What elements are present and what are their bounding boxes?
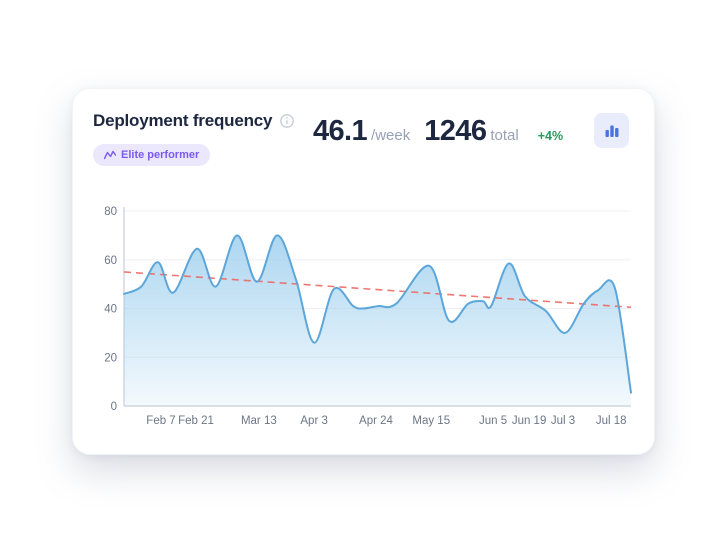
svg-text:Jun 19: Jun 19 (512, 415, 547, 427)
svg-text:0: 0 (111, 401, 117, 413)
badge-label: Elite performer (121, 149, 200, 161)
card-title: Deployment frequency (93, 111, 273, 130)
svg-text:Feb 7: Feb 7 (146, 415, 175, 427)
total-value: 1246 (424, 115, 487, 147)
info-icon[interactable] (280, 114, 295, 128)
deployment-frequency-card: Deployment frequency Elite performer 46.… (72, 88, 655, 455)
total-unit: total (490, 127, 519, 144)
elite-performer-badge: Elite performer (93, 144, 211, 166)
svg-text:Jul 3: Jul 3 (551, 415, 575, 427)
svg-text:Jun 5: Jun 5 (479, 415, 507, 427)
svg-text:80: 80 (104, 206, 117, 218)
svg-text:Jul 18: Jul 18 (596, 415, 627, 427)
trend-pulse-icon (104, 150, 116, 160)
card-header: Deployment frequency (93, 111, 295, 131)
svg-text:20: 20 (104, 352, 117, 364)
svg-text:Feb 21: Feb 21 (178, 415, 214, 427)
svg-text:Apr 3: Apr 3 (300, 415, 328, 427)
chart-type-button[interactable] (594, 113, 629, 148)
rate-unit: /week (371, 127, 411, 144)
deployment-chart: 0 20 40 60 80 Feb 7 Feb 21 Mar 13 Apr 3 Apr 24 May… (104, 206, 632, 427)
svg-text:Mar 13: Mar 13 (241, 415, 277, 427)
delta-badge: +4% (537, 129, 564, 143)
bar-chart-icon (605, 125, 618, 137)
rate-value: 46.1 (313, 115, 368, 147)
stats-row: 46.1 /week 1246 total +4% (313, 115, 563, 148)
svg-text:60: 60 (104, 255, 117, 267)
svg-text:May 15: May 15 (412, 415, 450, 427)
svg-text:40: 40 (104, 304, 117, 316)
svg-text:Apr 24: Apr 24 (359, 415, 393, 427)
